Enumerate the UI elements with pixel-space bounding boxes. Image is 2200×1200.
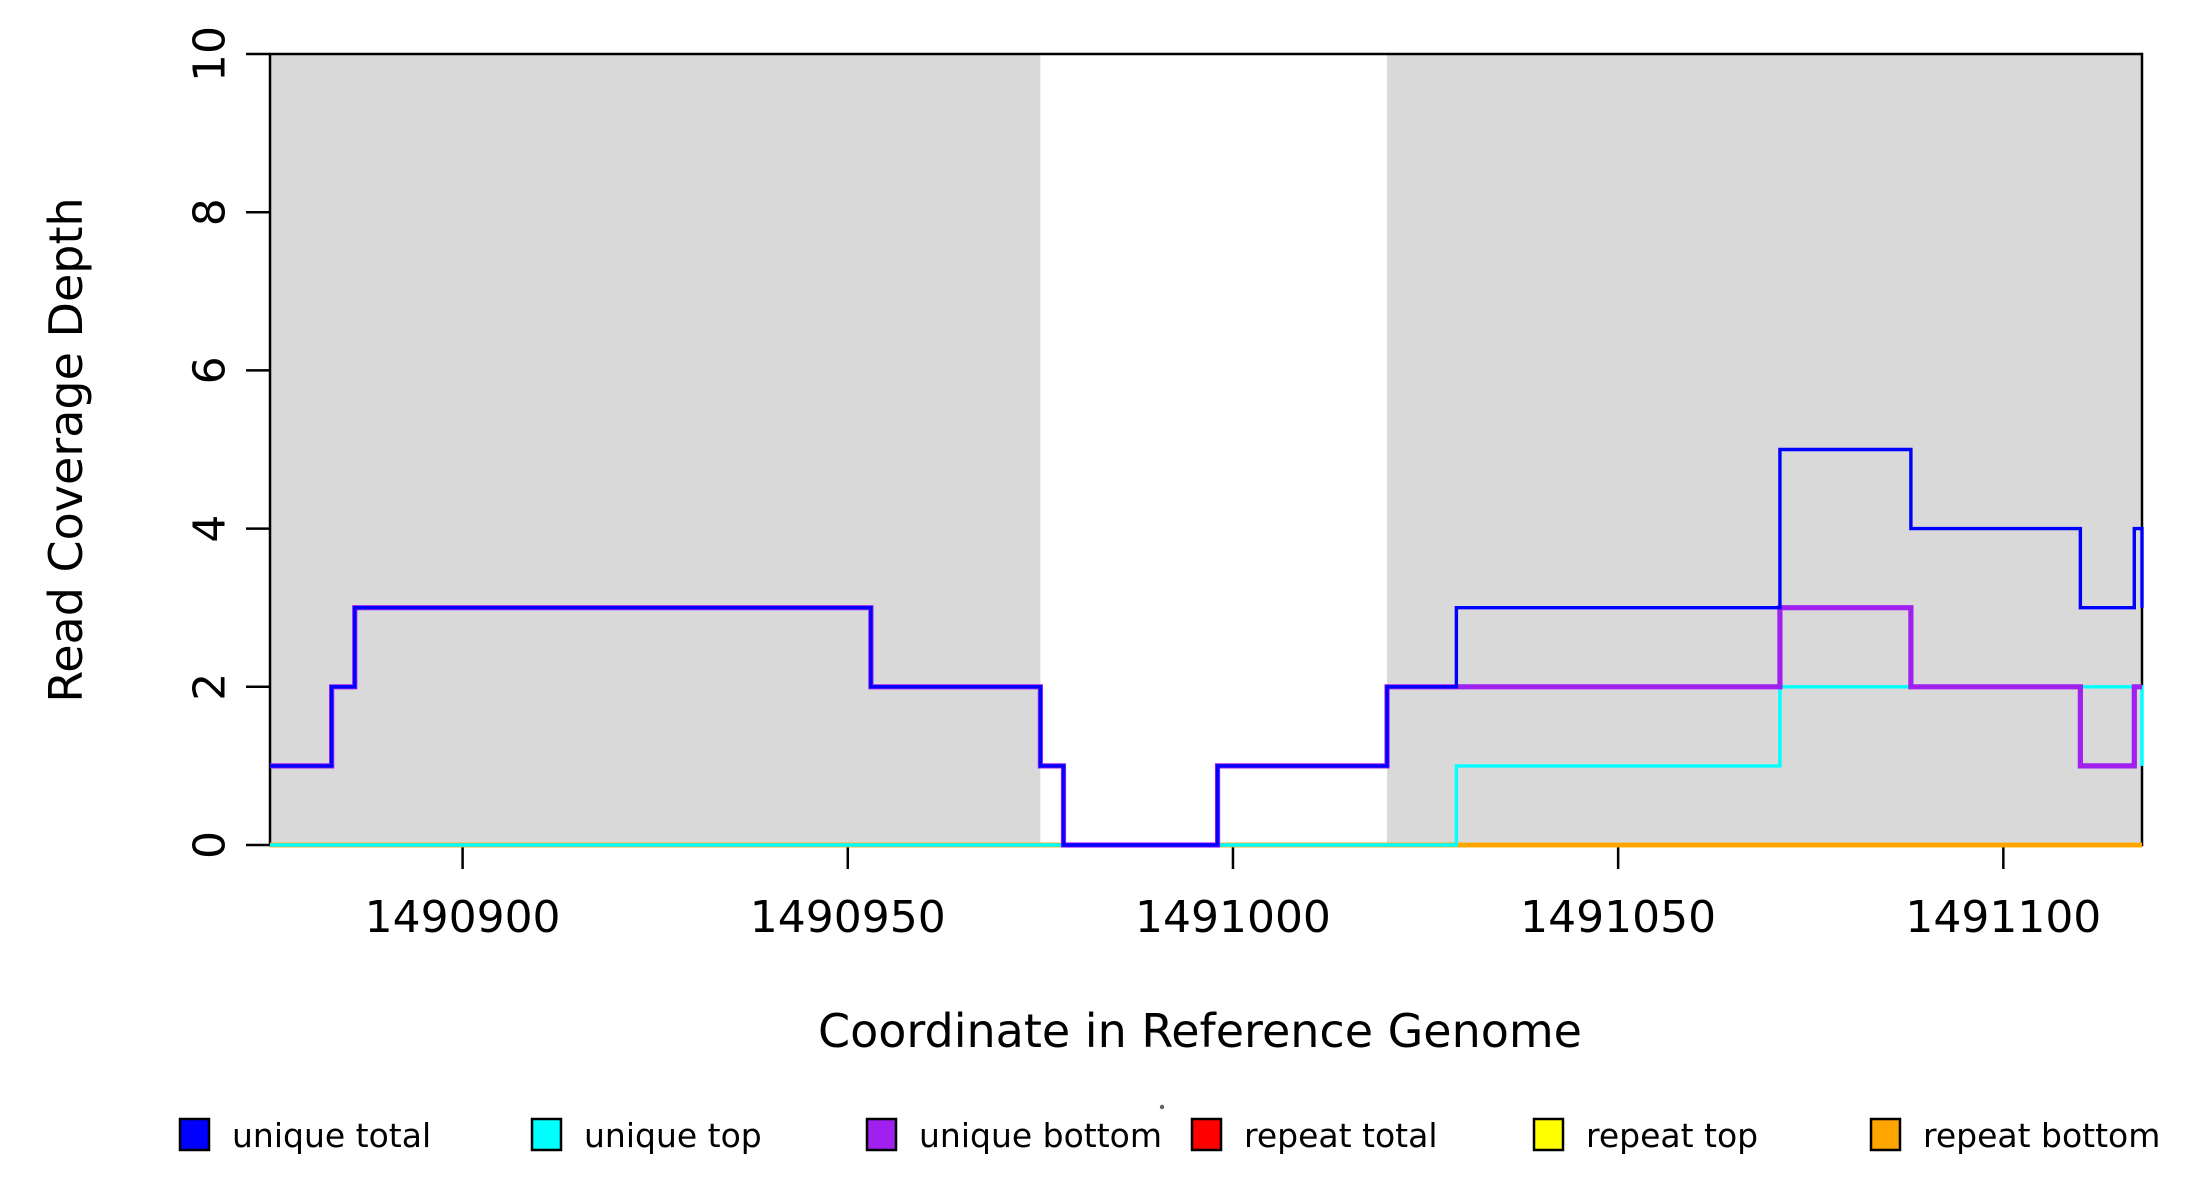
legend-label-unique-top: unique top xyxy=(584,1116,762,1155)
y-axis-tick-label: 2 xyxy=(185,673,236,701)
y-axis-tick-label: 10 xyxy=(185,26,236,82)
legend-label-repeat-total: repeat total xyxy=(1244,1116,1438,1155)
x-axis-tick-label: 1491000 xyxy=(1135,892,1331,943)
legend-label-repeat-top: repeat top xyxy=(1586,1116,1758,1155)
legend-item-repeat-total: repeat total xyxy=(1190,1116,1438,1155)
shaded-regions-group xyxy=(270,54,2142,845)
y-axis-tick-label: 4 xyxy=(185,515,236,543)
x-axis-tick-label: 1490900 xyxy=(365,892,561,943)
x-axis-tick-label: 1490950 xyxy=(750,892,946,943)
x-axis-tick-label: 1491100 xyxy=(1905,892,2101,943)
y-axis-tick-label: 0 xyxy=(185,831,236,859)
y-axis-tick-label: 6 xyxy=(185,356,236,384)
legend: unique total unique top unique bottom repea… xyxy=(178,1116,2160,1155)
legend-label-unique-total: unique total xyxy=(232,1116,431,1155)
x-axis-tick-label: 1491050 xyxy=(1520,892,1716,943)
y-axis-tick-label: 8 xyxy=(185,198,236,226)
shaded-region-2 xyxy=(1387,54,2142,845)
legend-item-repeat-bottom: repeat bottom xyxy=(1869,1116,2160,1155)
speck-artifact xyxy=(1159,1104,1165,1110)
y-axis-title: Read Coverage Depth xyxy=(39,197,93,702)
series-line-unique-total xyxy=(270,447,2144,847)
legend-item-unique-top: unique top xyxy=(530,1116,762,1155)
legend-label-repeat-bottom: repeat bottom xyxy=(1923,1116,2160,1155)
legend-item-repeat-top: repeat top xyxy=(1532,1116,1758,1155)
shaded-region-1 xyxy=(270,54,1041,845)
legend-item-unique-bottom: unique bottom xyxy=(865,1116,1162,1155)
legend-swatch-unique-total xyxy=(178,1117,211,1152)
series-group xyxy=(270,447,2144,848)
legend-swatch-unique-top xyxy=(530,1117,563,1152)
x-axis-title: Coordinate in Reference Genome xyxy=(818,1004,1582,1058)
axes-group: 1490900 1490950 1491000 1491050 1491100 0 2 4 6 8… xyxy=(185,26,2144,943)
legend-swatch-unique-bottom xyxy=(865,1117,898,1152)
legend-swatch-repeat-top xyxy=(1532,1117,1565,1152)
legend-swatch-repeat-total xyxy=(1190,1117,1223,1152)
legend-swatch-repeat-bottom xyxy=(1869,1117,1902,1152)
legend-item-unique-total: unique total xyxy=(178,1116,431,1155)
legend-label-unique-bottom: unique bottom xyxy=(919,1116,1162,1155)
